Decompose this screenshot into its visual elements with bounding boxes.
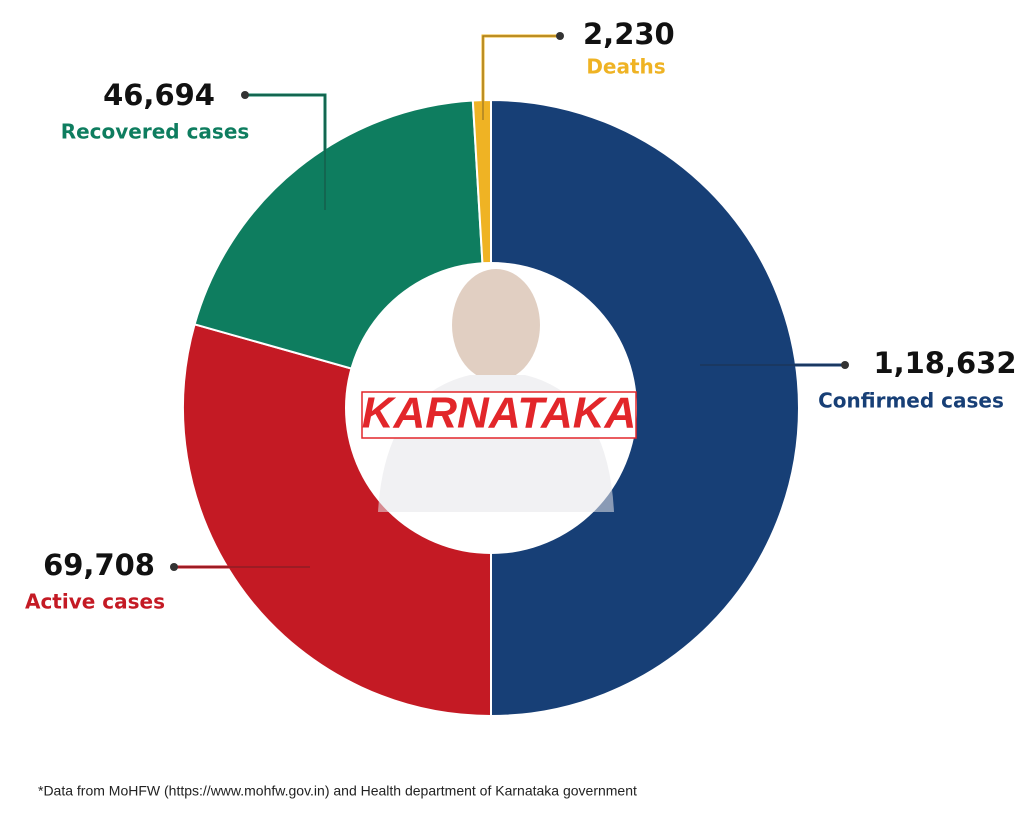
- leader-line-dark: [245, 94, 326, 210]
- category-label: Recovered cases: [61, 120, 250, 144]
- leader-dot: [841, 361, 849, 369]
- value-label: 1,18,632: [873, 346, 1016, 380]
- value-label: 46,694: [103, 78, 215, 112]
- center-label: KARNATAKA: [362, 389, 637, 438]
- slice: [490, 98, 800, 718]
- category-label: Deaths: [586, 55, 665, 79]
- leader-line-dark: [482, 35, 560, 120]
- leader-dot: [556, 32, 564, 40]
- category-label: Confirmed cases: [818, 389, 1004, 413]
- center-label-box: [361, 391, 637, 439]
- leader-dot: [170, 563, 178, 571]
- leader-dot: [241, 91, 249, 99]
- value-label: 69,708: [43, 548, 155, 582]
- category-label: Active cases: [25, 590, 165, 614]
- value-label: 2,230: [583, 17, 675, 51]
- footnote: *Data from MoHFW (https://www.mohfw.gov.…: [38, 783, 637, 799]
